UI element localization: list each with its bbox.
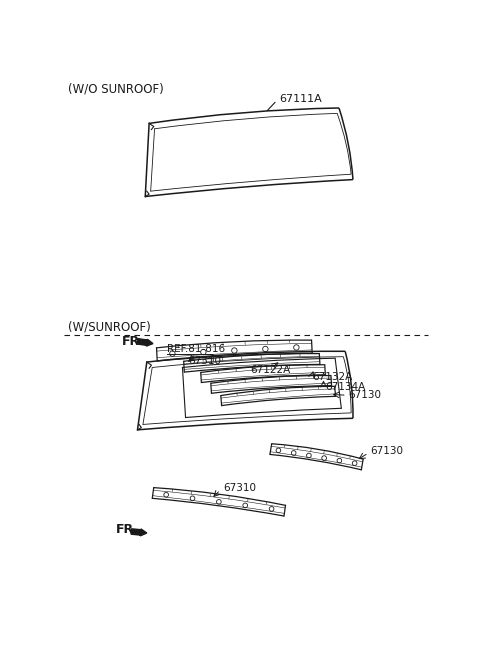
Text: (W/O SUNROOF): (W/O SUNROOF) xyxy=(68,82,164,95)
Text: FR.: FR. xyxy=(116,523,139,537)
Text: 67130: 67130 xyxy=(370,446,403,457)
FancyArrow shape xyxy=(137,338,153,346)
Text: (W/SUNROOF): (W/SUNROOF) xyxy=(68,321,151,334)
Text: 67132A: 67132A xyxy=(312,373,353,382)
Text: 67134A: 67134A xyxy=(325,382,365,392)
Text: 67310: 67310 xyxy=(188,356,221,365)
Text: REF.81-816: REF.81-816 xyxy=(167,344,225,354)
Text: 67130: 67130 xyxy=(348,390,381,400)
Text: FR.: FR. xyxy=(122,335,145,348)
FancyArrow shape xyxy=(131,529,147,536)
Text: 67111A: 67111A xyxy=(279,94,322,104)
Text: 67122A: 67122A xyxy=(251,365,291,375)
Text: 67310: 67310 xyxy=(223,483,256,493)
